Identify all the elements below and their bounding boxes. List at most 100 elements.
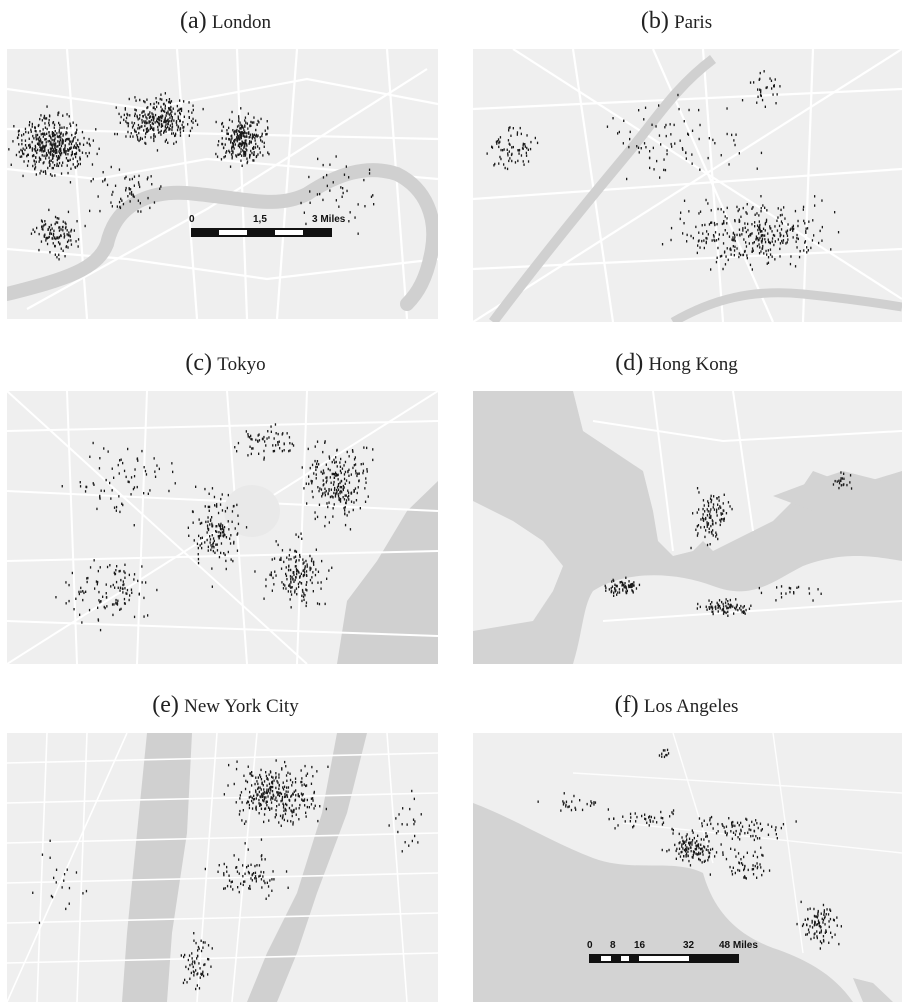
listing-point (239, 121, 241, 124)
listing-point (247, 454, 249, 457)
listing-point (188, 534, 190, 537)
listing-point (245, 526, 248, 529)
listing-point (165, 138, 167, 142)
listing-point (49, 143, 51, 146)
listing-point (54, 143, 56, 147)
listing-point (125, 116, 128, 120)
listing-point (497, 140, 499, 143)
listing-point (780, 596, 783, 599)
listing-point (305, 604, 307, 608)
listing-point (182, 126, 184, 129)
listing-point (97, 580, 99, 584)
listing-point (752, 873, 755, 876)
listing-point (265, 133, 267, 136)
listing-point (311, 576, 313, 579)
listing-point (843, 472, 845, 475)
listing-point (823, 909, 825, 912)
listing-point (307, 447, 309, 451)
listing-points (604, 471, 853, 617)
listing-point (253, 794, 255, 798)
listing-point (232, 145, 234, 148)
listing-point (226, 865, 228, 869)
listing-point (683, 848, 686, 852)
listing-point (33, 137, 35, 140)
listing-point (370, 195, 373, 198)
listing-point (702, 513, 704, 516)
listing-point (629, 130, 631, 134)
listing-point (51, 146, 54, 149)
listing-point (21, 139, 23, 142)
river-seine-branch (670, 288, 902, 322)
listing-point (157, 102, 160, 105)
listing-point (309, 201, 311, 204)
listing-point (666, 753, 668, 757)
listing-point (703, 819, 705, 822)
listing-point (717, 503, 719, 506)
listing-point (199, 522, 201, 525)
listing-point (293, 790, 295, 793)
listing-point (124, 576, 126, 579)
listing-point (316, 462, 318, 465)
listing-point (78, 592, 80, 596)
listing-point (305, 583, 307, 586)
listing-point (203, 963, 205, 967)
listing-point (736, 603, 738, 607)
listing-point (625, 587, 628, 590)
listing-point (130, 493, 132, 496)
listing-point (331, 460, 333, 464)
listing-point (227, 132, 229, 136)
listing-point (147, 176, 149, 179)
listing-point (282, 587, 285, 590)
listing-point (730, 605, 732, 609)
listing-point (730, 253, 732, 256)
listing-point (193, 539, 195, 542)
listing-point (161, 116, 163, 120)
listing-point (254, 875, 257, 878)
listing-point (333, 488, 336, 492)
listing-point (705, 835, 707, 838)
listing-point (175, 120, 178, 123)
listing-point (350, 473, 352, 476)
listing-point (308, 806, 310, 809)
listing-point (817, 909, 819, 913)
listing-point (652, 820, 654, 823)
listing-point (247, 800, 249, 803)
listing-point (718, 507, 720, 510)
listing-point (238, 115, 240, 118)
listing-point (156, 117, 158, 120)
listing-point (119, 205, 121, 209)
listing-point (296, 569, 299, 572)
listing-point (730, 830, 732, 833)
listing-point (329, 495, 332, 499)
listing-point (38, 136, 41, 139)
listing-point (685, 848, 688, 852)
listing-point (18, 150, 20, 154)
listing-point (286, 793, 288, 797)
listing-point (718, 599, 721, 602)
listing-point (725, 512, 728, 515)
listing-point (770, 227, 772, 230)
listing-point (79, 157, 81, 161)
listing-point (726, 206, 728, 210)
listing-point (719, 505, 721, 508)
listing-point (36, 151, 38, 155)
listing-point (250, 437, 252, 441)
listing-point (720, 512, 722, 515)
listing-point (820, 925, 822, 929)
listing-point (352, 450, 354, 453)
listing-point (766, 253, 768, 256)
listing-point (237, 886, 239, 889)
listing-point (605, 589, 607, 592)
listing-point (715, 533, 718, 536)
listing-point (826, 908, 828, 911)
listing-point (782, 239, 785, 242)
listing-point (299, 555, 301, 559)
listing-point (348, 220, 350, 223)
listing-point (508, 129, 510, 132)
listing-point (119, 586, 122, 589)
listing-point (280, 556, 282, 560)
listing-point (330, 488, 332, 491)
listing-point (250, 434, 252, 438)
listing-point (355, 499, 358, 502)
listing-point (734, 848, 736, 851)
